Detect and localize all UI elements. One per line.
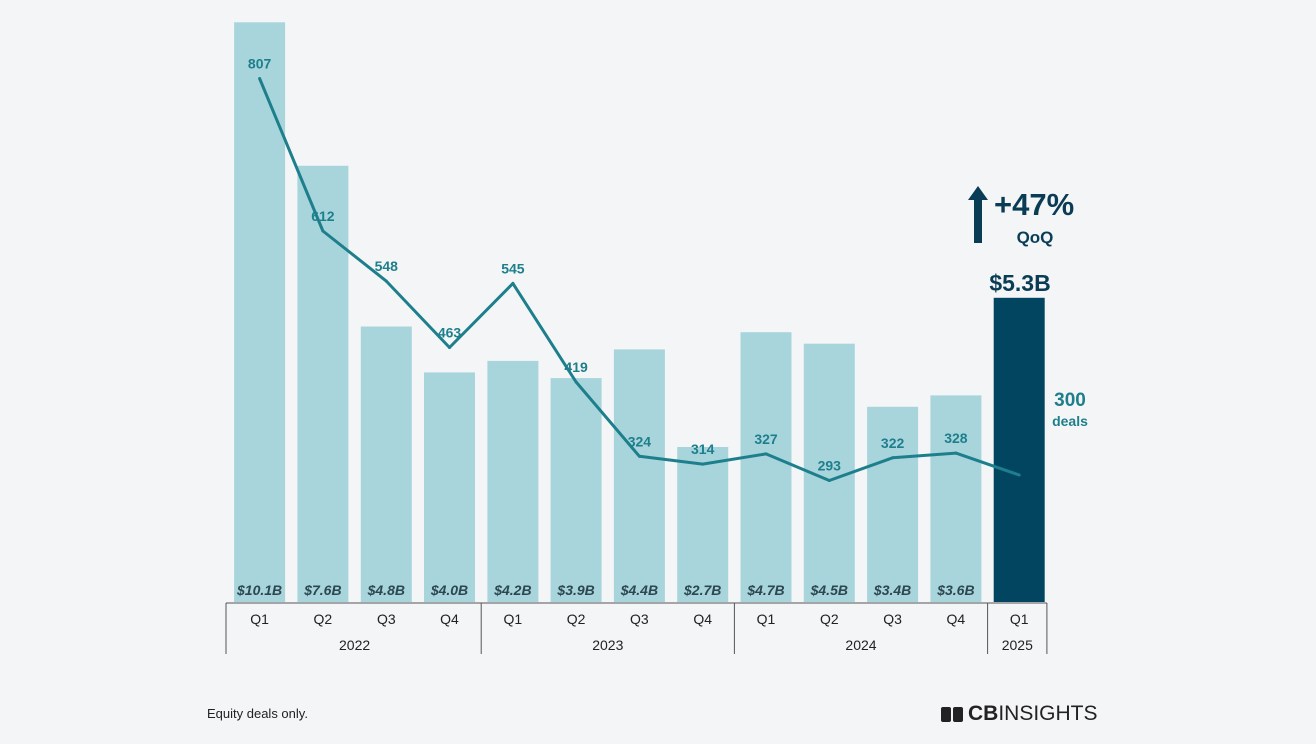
quarter-tick-label: Q2: [567, 611, 586, 627]
cb-insights-logo: CBINSIGHTS: [941, 702, 1098, 726]
funding-bar-label: $4.8B: [367, 582, 405, 598]
funding-bar-label: $4.7B: [746, 582, 784, 598]
funding-bar-label: $4.0B: [430, 582, 468, 598]
deals-point: [511, 281, 515, 285]
deals-point: [574, 380, 578, 384]
funding-bar: [487, 360, 539, 602]
deals-value-label: 314: [691, 441, 715, 457]
funding-bar: [297, 165, 349, 603]
deals-value-label: 322: [881, 435, 905, 451]
funding-bar: [677, 447, 729, 602]
quarter-tick-label: Q3: [377, 611, 396, 627]
deals-point: [258, 77, 262, 80]
qoq-change-value: +47%: [994, 187, 1074, 222]
year-label: 2025: [1002, 637, 1033, 653]
cb-logo-icon: [941, 706, 963, 722]
funding-bar: [993, 297, 1045, 602]
funding-bar-label: $3.6B: [936, 582, 974, 598]
funding-bar: [740, 332, 792, 602]
funding-bar: [613, 349, 665, 602]
footnote: Equity deals only.: [207, 706, 308, 721]
quarter-tick-label: Q1: [250, 611, 269, 627]
deals-value-label: 328: [944, 430, 968, 446]
funding-bar-label: $2.7B: [683, 582, 721, 598]
deals-point: [701, 462, 705, 466]
deals-value-label: 545: [501, 260, 525, 276]
deals-point: [1017, 473, 1021, 477]
deals-value-label: 293: [818, 458, 842, 474]
quarter-tick-label: Q1: [504, 611, 523, 627]
deals-line-layer: [258, 77, 1021, 482]
deals-value-label: 419: [564, 359, 588, 375]
deals-value-label: 807: [248, 56, 272, 72]
funding-bar-label: $3.4B: [873, 582, 911, 598]
brand-bold: CB: [968, 702, 999, 725]
quarter-tick-label: Q4: [693, 611, 712, 627]
year-label: 2024: [845, 637, 876, 653]
annotation-layer: +47% QoQ $5.3B 300 deals: [968, 186, 1088, 429]
deals-point: [954, 451, 958, 455]
quarter-tick-label: Q2: [820, 611, 839, 627]
qoq-change-unit: QoQ: [1017, 228, 1054, 247]
deals-point: [448, 346, 451, 349]
funding-bar-label: $4.4B: [620, 582, 658, 598]
deals-value-label: 327: [754, 431, 778, 447]
last-deal-value: 300: [1054, 390, 1086, 411]
funding-bar-label: $7.6B: [303, 582, 341, 598]
bar-layer: [234, 22, 1045, 603]
deals-point: [637, 454, 641, 458]
funding-bar-label: $4.2B: [493, 582, 531, 598]
funding-bar: [867, 406, 919, 602]
deals-point: [384, 279, 388, 283]
deals-value-label: 548: [375, 258, 399, 274]
funding-bar: [550, 378, 602, 602]
quarter-tick-label: Q3: [630, 611, 649, 627]
funding-bar: [424, 372, 475, 602]
last-bar-value-label: $5.3B: [989, 270, 1050, 296]
deals-value-label: 324: [628, 433, 652, 449]
funding-bar-label: $3.9B: [556, 582, 594, 598]
deals-point: [321, 229, 325, 233]
deals-label-layer: 807 612 548 463 545 419 324 314 327 293 322 328: [248, 56, 968, 474]
last-deal-unit: deals: [1052, 413, 1088, 429]
quarter-tick-label: Q4: [947, 611, 966, 627]
quarter-tick-label: Q1: [757, 611, 776, 627]
funding-bar-label: $4.5B: [810, 582, 848, 598]
quarter-tick-label: Q4: [440, 611, 459, 627]
deals-value-label: 463: [438, 325, 462, 341]
quarter-tick-label: Q2: [314, 611, 333, 627]
quarter-tick-label: Q1: [1010, 611, 1029, 627]
deals-point: [764, 452, 768, 456]
x-axis: 2022 2023 2024 2025 Q1 Q2 Q3 Q4 Q1 Q2 Q3 Q4 Q1 Q2 Q3 Q4…: [225, 602, 1048, 654]
funding-bar: [360, 326, 412, 602]
funding-bar: [234, 22, 286, 603]
deals-value-label: 612: [311, 208, 335, 224]
funding-bar: [930, 395, 982, 602]
quarter-tick-label: Q3: [883, 611, 902, 627]
bar-label-layer: $10.1B $7.6B $4.8B $4.0B $4.2B $3.9B $4.4B $2.7…: [236, 582, 975, 598]
brand-rest: INSIGHTS: [998, 702, 1098, 725]
year-label: 2023: [592, 637, 623, 653]
deals-point: [827, 479, 831, 482]
funding-bar-label: $10.1B: [236, 582, 282, 598]
up-arrow-icon: [968, 186, 988, 243]
deals-point: [891, 456, 895, 460]
year-label: 2022: [339, 637, 370, 653]
